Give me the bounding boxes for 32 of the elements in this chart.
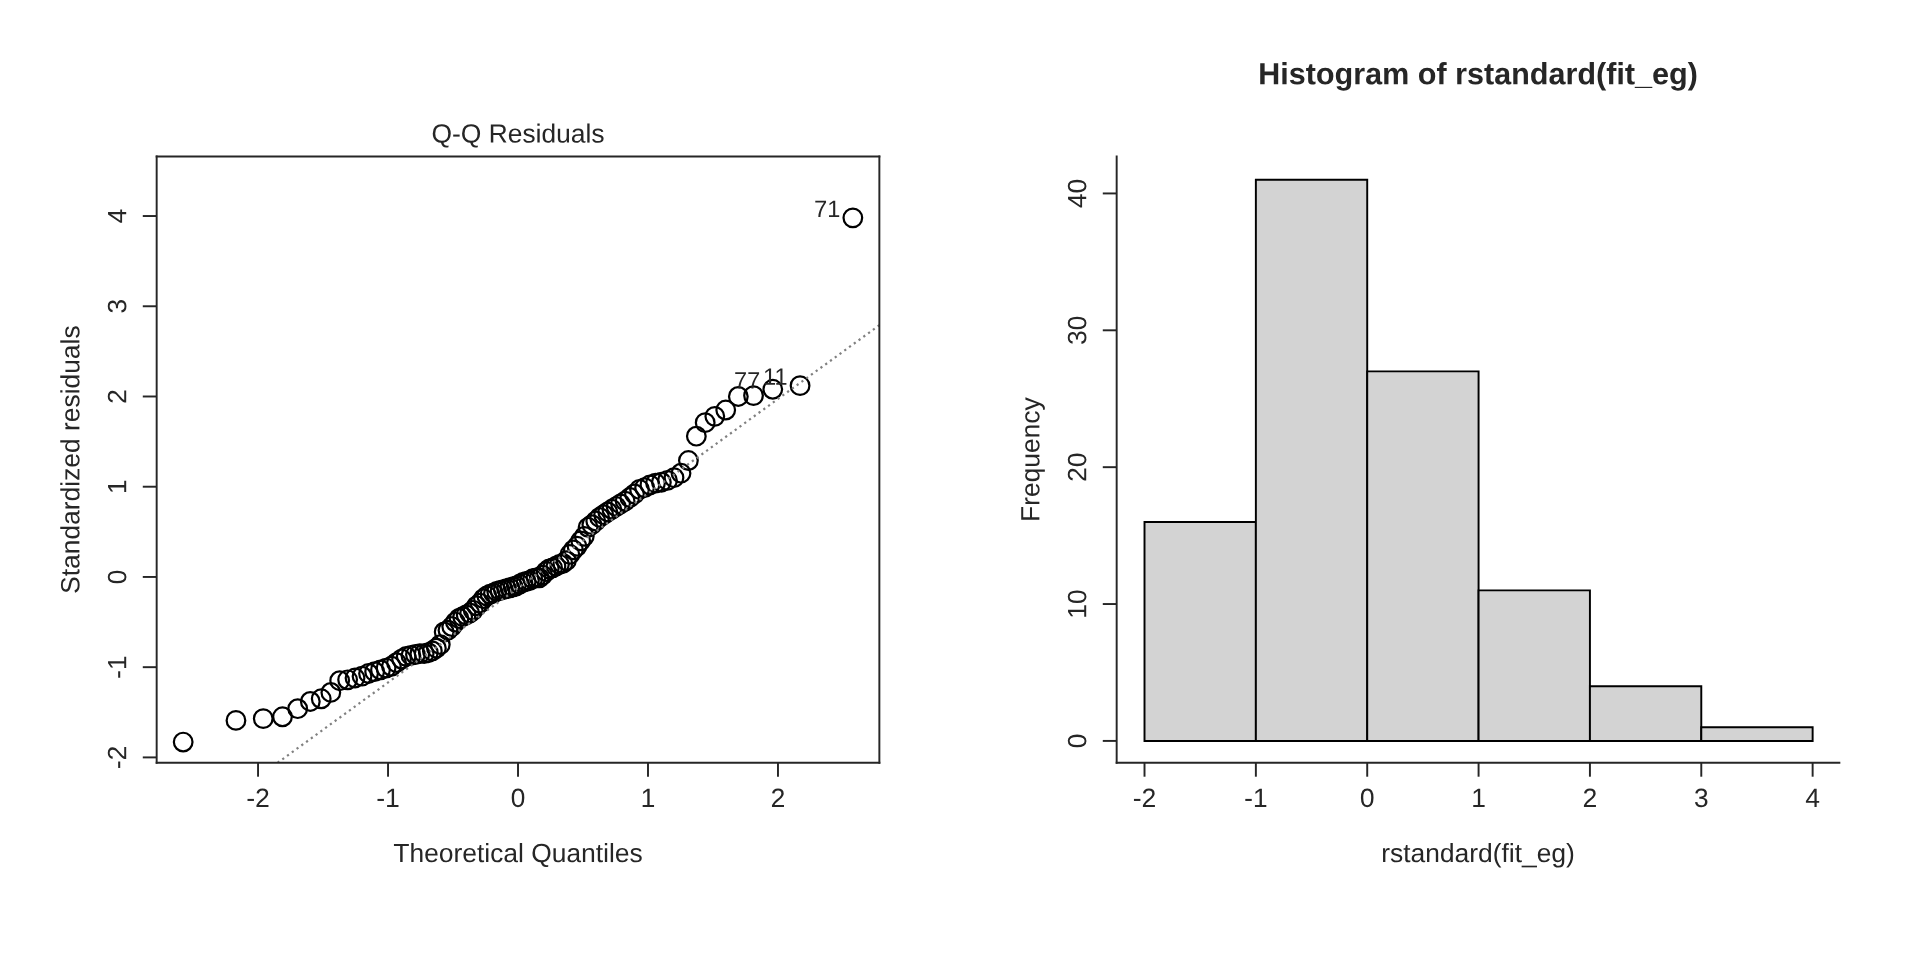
chart-title: Histogram of rstandard(fit_eg) (1260, 62, 1697, 91)
x-tick-label: 2 (1583, 788, 1596, 807)
y-tick-label: 4 (108, 209, 127, 223)
y-tick-label: 20 (1067, 453, 1087, 481)
y-tick-label: 3 (107, 300, 127, 313)
y-tick-label: 40 (1067, 179, 1087, 208)
x-tick-label: 0 (511, 788, 525, 808)
annotation: 77 (735, 372, 760, 389)
x-tick-label: -1 (377, 788, 399, 807)
x-tick-label: -1 (1245, 788, 1267, 807)
x-tick-label: -2 (1133, 788, 1155, 807)
x-tick-label: -2 (247, 788, 269, 807)
annotation: 71 (815, 200, 840, 217)
chart-title: Q-Q Residuals (432, 123, 604, 148)
y-tick-label: 2 (107, 390, 127, 403)
x-tick-label: 0 (1360, 788, 1374, 808)
x-tick-label: 1 (642, 788, 655, 807)
y-tick-label: 30 (1067, 316, 1087, 344)
y-tick-label: 10 (1067, 590, 1087, 617)
x-axis-title: rstandard(fit_eg) (1382, 842, 1574, 868)
x-tick-label: 4 (1805, 788, 1820, 807)
y-axis-title: Frequency (1021, 397, 1045, 520)
y-tick-label: -2 (107, 746, 127, 768)
y-tick-label: -1 (108, 656, 127, 678)
x-tick-label: 2 (771, 788, 784, 807)
y-tick-label: 0 (107, 570, 127, 584)
x-axis-title: Theoretical Quantiles (393, 842, 642, 868)
x-tick-label: 3 (1694, 788, 1708, 808)
y-axis-title: Standardized residuals (60, 326, 80, 593)
y-tick-label: 0 (1067, 734, 1087, 748)
y-tick-label: 1 (108, 480, 127, 493)
x-tick-label: 1 (1473, 788, 1485, 807)
